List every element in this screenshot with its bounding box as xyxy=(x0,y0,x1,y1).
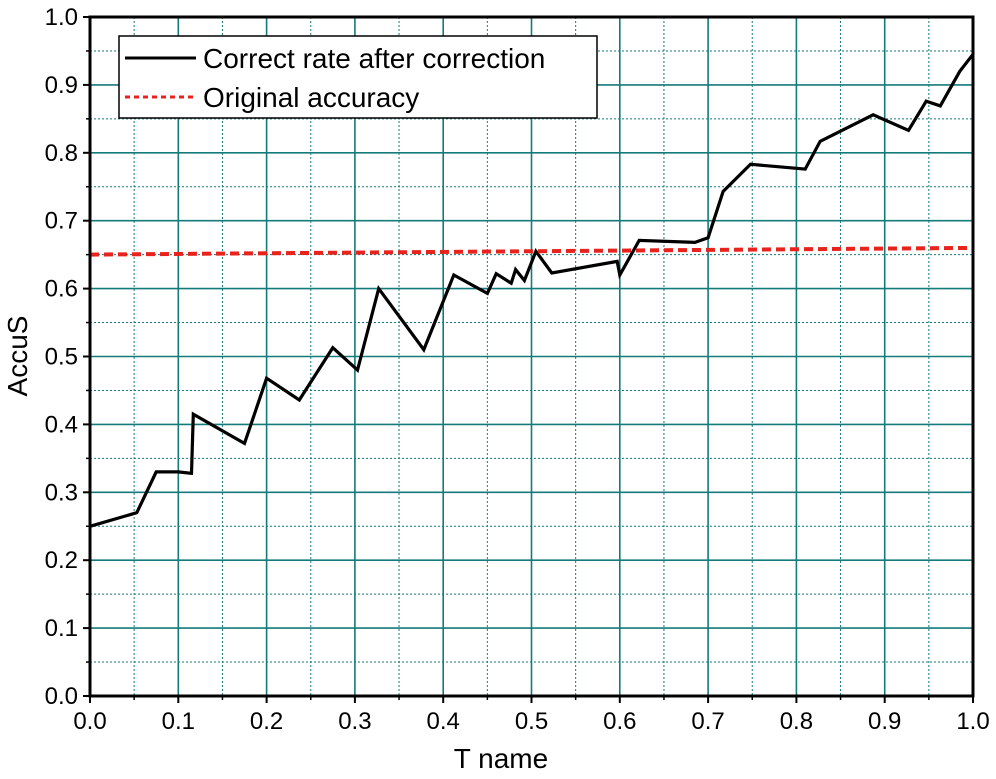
x-tick-labels: 0.0 0.1 0.2 0.3 0.4 0.5 0.6 0.7 0.8 0.9 1.0 xyxy=(73,708,989,735)
series-layer xyxy=(89,53,975,528)
y-tick-label: 0.1 xyxy=(45,615,78,642)
x-tick-label: 0.4 xyxy=(427,708,460,735)
y-tick-label: 1.0 xyxy=(45,4,78,31)
x-axis-title: T name xyxy=(454,743,548,774)
y-tick-label: 0.4 xyxy=(45,411,78,438)
y-tick-label: 0.0 xyxy=(45,683,78,710)
x-tick-label: 0.5 xyxy=(515,708,548,735)
x-tick-label: 0.3 xyxy=(338,708,371,735)
y-tick-label: 0.6 xyxy=(45,276,78,303)
legend-label-correct-rate: Correct rate after correction xyxy=(203,43,545,74)
x-tick-label: 0.7 xyxy=(691,708,724,735)
x-tick-label: 0.0 xyxy=(73,708,106,735)
x-tick-label: 0.9 xyxy=(868,708,901,735)
y-tick-label: 0.5 xyxy=(45,344,78,371)
x-tick-label: 0.6 xyxy=(603,708,636,735)
y-tick-label: 0.7 xyxy=(45,208,78,235)
y-tick-label: 0.2 xyxy=(45,547,78,574)
x-tick-label: 0.1 xyxy=(162,708,195,735)
x-tick-label: 1.0 xyxy=(956,708,989,735)
y-tick-label: 0.3 xyxy=(45,479,78,506)
y-tick-label: 0.8 xyxy=(45,140,78,167)
legend: Correct rate after correction Original a… xyxy=(118,35,598,119)
legend-box xyxy=(118,35,598,119)
y-tick-label: 0.9 xyxy=(45,72,78,99)
series-line-original-accuracy xyxy=(89,245,974,257)
y-tick-labels: 0.0 0.1 0.2 0.3 0.4 0.5 0.6 0.7 0.8 0.9 1.0 xyxy=(45,4,78,710)
legend-label-original-accuracy: Original accuracy xyxy=(203,82,419,113)
series-line-correct-rate xyxy=(89,53,975,528)
x-tick-label: 0.2 xyxy=(250,708,283,735)
x-tick-label: 0.8 xyxy=(780,708,813,735)
tick-marks xyxy=(83,16,974,703)
y-axis-title: AccuS xyxy=(2,316,33,397)
